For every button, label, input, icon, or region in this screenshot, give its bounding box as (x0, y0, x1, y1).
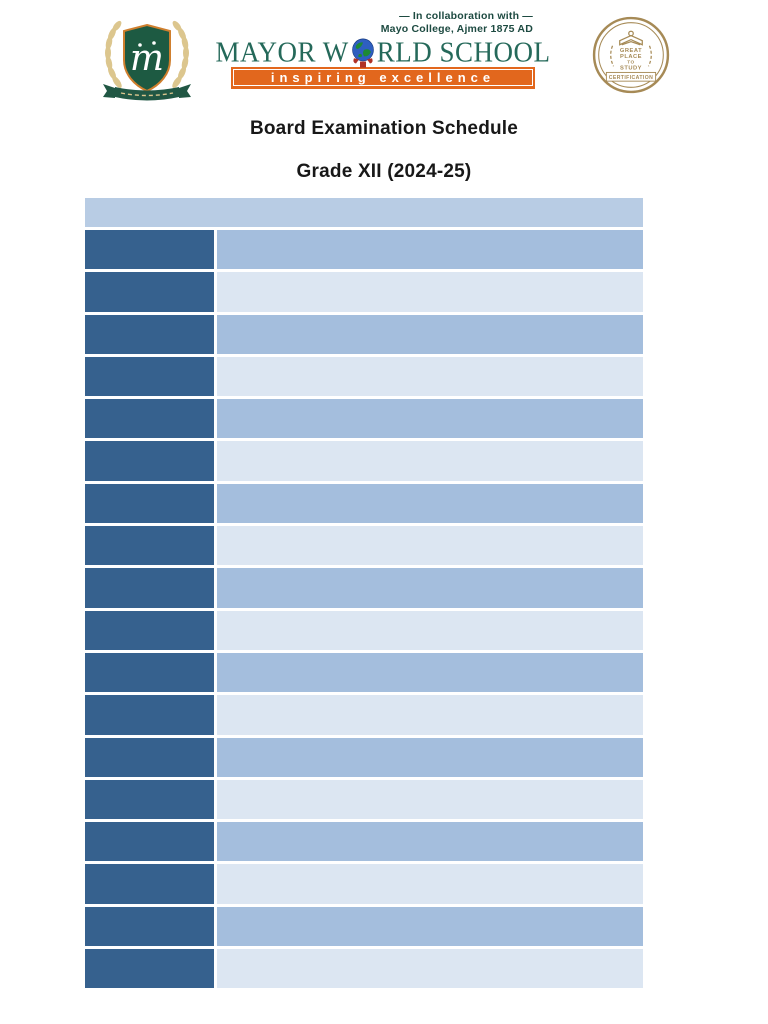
row-value-cell (217, 610, 643, 650)
monogram-dot-right (152, 41, 156, 45)
row-header-cell (85, 610, 214, 650)
row-value-cell (217, 695, 643, 735)
table-row (85, 949, 643, 989)
table-row (85, 441, 643, 481)
badge-line2: PLACE (620, 54, 642, 60)
table-row (85, 737, 643, 777)
row-header-cell (85, 652, 214, 693)
row-value-cell (217, 272, 643, 312)
row-value-cell (217, 779, 643, 820)
badge-graphic: GREAT PLACE TO STUDY CERTIFICATION (592, 16, 670, 94)
badge-banner-text: CERTIFICATION (609, 75, 653, 81)
row-header-cell (85, 779, 214, 820)
row-value-cell (217, 483, 643, 524)
row-header-cell (85, 230, 214, 270)
crest-monogram: m (130, 38, 164, 79)
row-value-cell (217, 822, 643, 862)
table-row (85, 864, 643, 904)
row-value-cell (217, 356, 643, 397)
table-row (85, 356, 643, 397)
monogram-dot-left (138, 43, 142, 47)
school-name: MAYOR W RLD SCHOOL (215, 36, 550, 69)
table-row (85, 695, 643, 735)
table-body (85, 230, 643, 989)
school-name-part1: MAYOR W (215, 36, 349, 68)
row-header-cell (85, 314, 214, 354)
row-header-cell (85, 949, 214, 989)
row-header-cell (85, 272, 214, 312)
row-header-cell (85, 399, 214, 439)
badge-line1: GREAT (620, 48, 642, 54)
table-row (85, 779, 643, 820)
school-crest-logo: m (96, 12, 198, 104)
row-value-cell (217, 568, 643, 608)
row-header-cell (85, 568, 214, 608)
table-row (85, 272, 643, 312)
tagline-banner: inspiring excellence (231, 67, 535, 90)
row-value-cell (217, 652, 643, 693)
table-row (85, 610, 643, 650)
collab-line-2: Mayo College, Ajmer 1875 AD (380, 22, 533, 35)
table-row (85, 230, 643, 270)
table-row (85, 906, 643, 947)
row-value-cell (217, 526, 643, 566)
badge-line3: TO (627, 60, 634, 65)
table-header-row (85, 198, 643, 227)
row-value-cell (217, 949, 643, 989)
row-value-cell (217, 906, 643, 947)
table-row (85, 483, 643, 524)
crest-graphic: m (103, 20, 191, 101)
row-value-cell (217, 864, 643, 904)
certification-badge: GREAT PLACE TO STUDY CERTIFICATION (591, 15, 671, 95)
table-row (85, 526, 643, 566)
row-header-cell (85, 737, 214, 777)
collaboration-note: — In collaboration with — Mayo College, … (231, 10, 535, 35)
crest-ribbon (103, 84, 191, 101)
row-header-cell (85, 695, 214, 735)
tagline-text: inspiring excellence (233, 69, 533, 87)
collab-line-1: — In collaboration with — (399, 10, 533, 22)
row-header-cell (85, 483, 214, 524)
table-row (85, 314, 643, 354)
row-header-cell (85, 906, 214, 947)
laurel-branch-left (105, 20, 122, 88)
table-row (85, 652, 643, 693)
table-row (85, 822, 643, 862)
page-title: Board Examination Schedule (249, 118, 519, 139)
row-header-cell (85, 356, 214, 397)
row-header-cell (85, 864, 214, 904)
table-row (85, 399, 643, 439)
mayor-world-school-logo: — In collaboration with — Mayo College, … (215, 10, 550, 90)
badge-line4: STUDY (620, 65, 642, 71)
exam-schedule-table (85, 198, 643, 989)
row-header-cell (85, 526, 214, 566)
school-name-part2: RLD SCHOOL (376, 36, 551, 68)
row-value-cell (217, 737, 643, 777)
laurel-branch-right (172, 20, 189, 88)
row-value-cell (217, 399, 643, 439)
row-header-cell (85, 822, 214, 862)
row-value-cell (217, 314, 643, 354)
table-row (85, 568, 643, 608)
row-value-cell (217, 441, 643, 481)
globe-icon (350, 37, 376, 69)
row-value-cell (217, 230, 643, 270)
page-subtitle: Grade XII (2024-25) (296, 161, 472, 182)
row-header-cell (85, 441, 214, 481)
badge-book-icon (619, 30, 643, 46)
